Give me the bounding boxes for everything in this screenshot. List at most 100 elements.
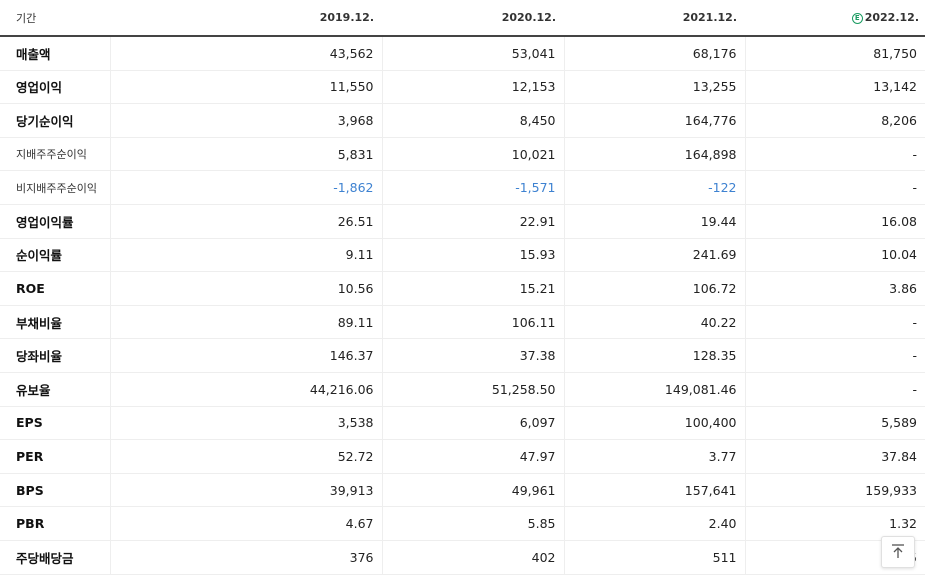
table-row: 매출액 43,562 53,041 68,176 81,750 [0,36,925,71]
cell-2021: 13,255 [563,70,745,105]
header-row: 기간 2019.12. 2020.12. 2021.12. E 2022.12. [0,0,925,37]
cell-2022: 1.32 [744,506,925,541]
cell-2022: 159,933 [744,473,925,508]
cell-2022: - [744,304,925,340]
cell-2021: 511 [563,539,745,575]
cell-2021: 164,776 [563,103,745,138]
cell-2019: 376 [109,539,382,575]
cell-2022: 81,750 [744,36,925,71]
column-header-2022-label: 2022.12. [864,11,919,24]
column-header-2021: 2021.12. [564,0,745,37]
cell-2019: 26.51 [109,203,382,239]
table-row: 영업이익 11,550 12,153 13,255 13,142 [0,70,925,105]
cell-2021: 128.35 [563,338,745,373]
cell-2021: 106.72 [563,271,745,306]
cell-2021: 241.69 [563,238,745,273]
row-label: EPS [0,405,110,441]
table-row: 당기순이익 3,968 8,450 164,776 8,206 [0,103,925,138]
cell-2021: 149,081.46 [563,372,745,407]
cell-2019: 44,216.06 [109,372,382,407]
cell-2019: 4.67 [109,506,382,541]
cell-2021: -122 [563,170,745,205]
row-label: PER [0,439,110,474]
cell-2019: 89.11 [109,304,382,340]
row-label: 지배주주순이익 [0,137,110,172]
cell-2020: 15.93 [381,238,564,273]
cell-2022: 5,589 [744,405,925,441]
cell-2019: 9.11 [109,238,382,273]
cell-2020: 12,153 [381,70,564,105]
cell-2020: 51,258.50 [381,372,564,407]
cell-2020: 8,450 [381,103,564,138]
cell-2021: 164,898 [563,137,745,172]
cell-2019: 52.72 [109,439,382,474]
row-label: 당기순이익 [0,103,110,138]
table-row: EPS 3,538 6,097 100,400 5,589 [0,405,925,441]
column-header-2020: 2020.12. [382,0,564,37]
cell-2022: 3.86 [744,271,925,306]
table-row: BPS 39,913 49,961 157,641 159,933 [0,473,925,508]
table-row: 유보율 44,216.06 51,258.50 149,081.46- [0,372,925,407]
cell-2020: 402 [381,539,564,575]
row-label: ROE [0,271,110,306]
cell-2021: 2.40 [563,506,745,541]
cell-2021: 157,641 [563,473,745,508]
table-row: PBR 4.67 5.85 2.40 1.32 [0,506,925,541]
cell-2020: 15.21 [381,271,564,306]
cell-2022: - [744,170,925,205]
row-label: 매출액 [0,36,110,71]
cell-2020: 47.97 [381,439,564,474]
cell-2020: 5.85 [381,506,564,541]
table-row: 주당배당금3764025115 [0,539,925,575]
table-row: PER 52.72 47.97 3.77 37.84 [0,439,925,474]
cell-2021: 40.22 [563,304,745,340]
estimate-icon: E [851,13,863,24]
row-label: BPS [0,473,110,508]
cell-2020: 22.91 [381,203,564,239]
period-header: 기간 [0,0,110,37]
cell-2019: 146.37 [109,338,382,373]
table-row: 부채비율 89.11 106.11 40.22- [0,304,925,340]
cell-2022: 16.08 [744,203,925,239]
cell-2020: 53,041 [381,36,564,71]
cell-2019: 3,538 [109,405,382,441]
cell-2020: 10,021 [381,137,564,172]
arrow-up-to-top-icon [892,544,904,558]
cell-2020: 106.11 [381,304,564,340]
table-row: 영업이익률 26.51 22.91 19.44 16.08 [0,203,925,239]
cell-2019: 5,831 [109,137,382,172]
cell-2022: - [744,372,925,407]
row-label: 영업이익 [0,70,110,105]
cell-2021: 3.77 [563,439,745,474]
cell-2020: 6,097 [381,405,564,441]
table-row: ROE 10.56 15.21 106.72 3.86 [0,271,925,306]
cell-2022: 13,142 [744,70,925,105]
table-row: 순이익률 9.11 15.93 241.69 10.04 [0,238,925,273]
row-label: 유보율 [0,372,110,407]
cell-2019: 11,550 [109,70,382,105]
scroll-to-top-button[interactable] [881,536,915,568]
cell-2020: 49,961 [381,473,564,508]
cell-2020: -1,571 [381,170,564,205]
cell-2019: 43,562 [109,36,382,71]
row-label: 영업이익률 [0,203,110,239]
row-label: PBR [0,506,110,541]
row-label: 부채비율 [0,304,110,340]
cell-2022: - [744,338,925,373]
cell-2019: 10.56 [109,271,382,306]
table-row: 지배주주순이익 5,831 10,021 164,898- [0,137,925,172]
cell-2020: 37.38 [381,338,564,373]
cell-2022: - [744,137,925,172]
row-label: 순이익률 [0,238,110,273]
cell-2019: -1,862 [109,170,382,205]
column-header-2022-estimate: E 2022.12. [745,0,925,37]
table-row: 비지배주주순이익 -1,862 -1,571 -122- [0,170,925,205]
cell-2022: 37.84 [744,439,925,474]
cell-2021: 19.44 [563,203,745,239]
cell-2022: 8,206 [744,103,925,138]
row-label: 비지배주주순이익 [0,170,110,205]
table-row: 당좌비율 146.37 37.38 128.35- [0,338,925,373]
row-label: 주당배당금 [0,539,110,575]
row-label: 당좌비율 [0,338,110,373]
